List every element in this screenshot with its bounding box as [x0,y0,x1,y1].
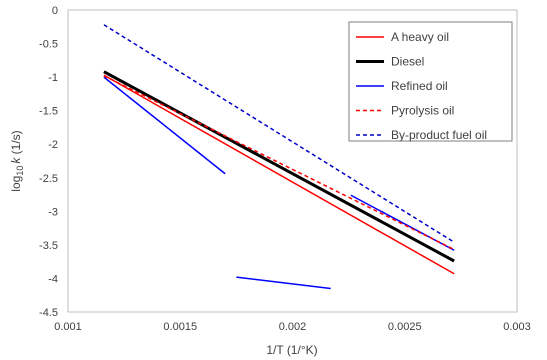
y-tick-label: -3.5 [39,240,58,252]
legend-label-refined-oil: Refined oil [391,79,448,93]
series-line-refined-oil [103,76,226,175]
y-axis-label: log10k (1/s) [9,130,25,191]
y-tick-label: -4 [48,273,58,285]
series-line-pyrolysis-oil [103,75,455,251]
y-tick-label: -1.5 [39,106,58,118]
y-tick-label: -2 [48,139,58,151]
y-tick-label: -0.5 [39,39,58,51]
series-line-a-heavy-oil [103,74,455,275]
series-line-by-product-fuel-oil [103,24,455,243]
x-tick-label: 0.002 [279,321,307,333]
x-tick-label: 0.001 [54,321,82,333]
y-tick-label: -1 [48,72,58,84]
legend-items: A heavy oil Diesel Refined oil Pyrolysis oi… [356,30,487,142]
series-line-diesel [103,70,455,263]
x-axis-ticks: 0.001 0.0015 0.002 0.0025 0.003 [54,321,531,333]
legend: A heavy oil Diesel Refined oil Pyrolysis oi… [348,21,513,142]
legend-label-a-heavy-oil: A heavy oil [391,30,449,44]
x-tick-label: 0.003 [503,321,531,333]
y-axis-ticks: 0 -0.5 -1 -1.5 -2 -2.5 -3 -3.5 -4 -4.5 [39,5,58,319]
y-tick-label: -3 [48,206,58,218]
legend-label-by-product-fuel-oil: By-product fuel oil [391,128,487,142]
x-tick-label: 0.0015 [163,321,197,333]
legend-label-pyrolysis-oil: Pyrolysis oil [391,104,454,118]
x-axis-label: 1/T (1/°K) [266,343,317,357]
y-tick-label: 0 [52,5,58,17]
series-line-refined-oil [236,276,331,290]
legend-box [348,21,513,142]
series-lines [103,24,455,290]
legend-label-diesel: Diesel [391,55,424,69]
y-tick-label: -4.5 [39,307,58,319]
x-tick-label: 0.0025 [388,321,422,333]
y-tick-label: -2.5 [39,173,58,185]
